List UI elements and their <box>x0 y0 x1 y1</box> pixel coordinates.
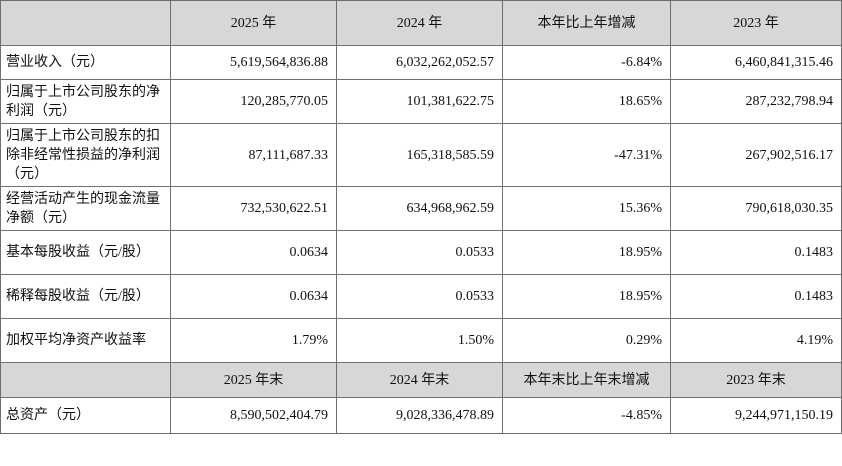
subheader-blank <box>0 362 171 398</box>
cell-change: -4.85% <box>502 397 671 434</box>
financial-summary-table: 2025 年 2024 年 本年比上年增减 2023 年 营业收入（元） 5,6… <box>0 0 842 434</box>
cell-change: 0.29% <box>502 318 671 363</box>
cell-change: -47.31% <box>502 123 671 187</box>
row-label: 经营活动产生的现金流量净额（元） <box>0 186 171 231</box>
cell-2024: 1.50% <box>336 318 503 363</box>
cell-2024: 165,318,585.59 <box>336 123 503 187</box>
subheader-2024-end: 2024 年末 <box>336 362 503 398</box>
cell-2024: 101,381,622.75 <box>336 79 503 124</box>
cell-change: 18.65% <box>502 79 671 124</box>
cell-2024: 634,968,962.59 <box>336 186 503 231</box>
cell-2025: 1.79% <box>170 318 337 363</box>
table-row: 归属于上市公司股东的净利润（元） 120,285,770.05 101,381,… <box>0 79 842 124</box>
cell-2024: 0.0533 <box>336 274 503 319</box>
row-label: 稀释每股收益（元/股） <box>0 274 171 319</box>
table-row: 归属于上市公司股东的扣除非经常性损益的净利润（元） 87,111,687.33 … <box>0 123 842 187</box>
header-change: 本年比上年增减 <box>502 0 671 46</box>
row-label: 归属于上市公司股东的扣除非经常性损益的净利润（元） <box>0 123 171 187</box>
cell-2025: 732,530,622.51 <box>170 186 337 231</box>
cell-2024: 0.0533 <box>336 230 503 275</box>
cell-change: 15.36% <box>502 186 671 231</box>
cell-2025: 87,111,687.33 <box>170 123 337 187</box>
table-row: 营业收入（元） 5,619,564,836.88 6,032,262,052.5… <box>0 45 842 80</box>
cell-2023: 790,618,030.35 <box>670 186 842 231</box>
header-2023: 2023 年 <box>670 0 842 46</box>
cell-change: -6.84% <box>502 45 671 80</box>
table-row: 稀释每股收益（元/股） 0.0634 0.0533 18.95% 0.1483 <box>0 274 842 319</box>
table-header-row: 2025 年 2024 年 本年比上年增减 2023 年 <box>0 0 842 46</box>
cell-2023: 4.19% <box>670 318 842 363</box>
cell-2023: 267,902,516.17 <box>670 123 842 187</box>
cell-2024: 9,028,336,478.89 <box>336 397 503 434</box>
subheader-2023-end: 2023 年末 <box>670 362 842 398</box>
cell-change: 18.95% <box>502 230 671 275</box>
cell-2023: 0.1483 <box>670 274 842 319</box>
row-label: 总资产（元） <box>0 397 171 434</box>
row-label: 营业收入（元） <box>0 45 171 80</box>
table-row: 加权平均净资产收益率 1.79% 1.50% 0.29% 4.19% <box>0 318 842 363</box>
cell-2023: 0.1483 <box>670 230 842 275</box>
cell-2023: 9,244,971,150.19 <box>670 397 842 434</box>
cell-2023: 287,232,798.94 <box>670 79 842 124</box>
cell-change: 18.95% <box>502 274 671 319</box>
cell-2025: 0.0634 <box>170 230 337 275</box>
table-row: 基本每股收益（元/股） 0.0634 0.0533 18.95% 0.1483 <box>0 230 842 275</box>
row-label: 归属于上市公司股东的净利润（元） <box>0 79 171 124</box>
cell-2023: 6,460,841,315.46 <box>670 45 842 80</box>
table-row: 总资产（元） 8,590,502,404.79 9,028,336,478.89… <box>0 397 842 434</box>
subheader-change: 本年末比上年末增减 <box>502 362 671 398</box>
subheader-2025-end: 2025 年末 <box>170 362 337 398</box>
cell-2025: 0.0634 <box>170 274 337 319</box>
row-label: 加权平均净资产收益率 <box>0 318 171 363</box>
cell-2025: 5,619,564,836.88 <box>170 45 337 80</box>
header-2024: 2024 年 <box>336 0 503 46</box>
header-blank <box>0 0 171 46</box>
table-subheader-row: 2025 年末 2024 年末 本年末比上年末增减 2023 年末 <box>0 362 842 398</box>
table-row: 经营活动产生的现金流量净额（元） 732,530,622.51 634,968,… <box>0 186 842 231</box>
header-2025: 2025 年 <box>170 0 337 46</box>
cell-2024: 6,032,262,052.57 <box>336 45 503 80</box>
cell-2025: 8,590,502,404.79 <box>170 397 337 434</box>
cell-2025: 120,285,770.05 <box>170 79 337 124</box>
row-label: 基本每股收益（元/股） <box>0 230 171 275</box>
